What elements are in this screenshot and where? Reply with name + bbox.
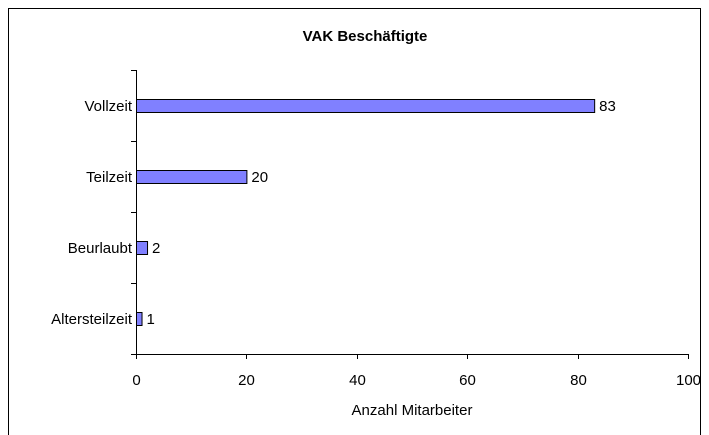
chart-title: VAK Beschäftigte <box>303 28 428 45</box>
x-tick-label: 100 <box>676 372 701 389</box>
y-tick-label: Teilzeit <box>86 169 133 186</box>
data-label: 1 <box>147 311 155 328</box>
bar <box>136 170 248 184</box>
data-label: 83 <box>599 98 616 115</box>
data-label: 20 <box>251 169 268 186</box>
x-axis-label: Anzahl Mitarbeiter <box>352 402 473 419</box>
bar <box>136 99 596 113</box>
x-tick-label: 40 <box>349 372 366 389</box>
bar <box>136 312 143 326</box>
x-tick-label: 80 <box>570 372 587 389</box>
y-tick-label: Vollzeit <box>84 98 132 115</box>
data-label: 2 <box>152 240 160 257</box>
chart-frame <box>8 8 701 435</box>
y-tick-label: Beurlaubt <box>68 240 133 257</box>
x-tick-label: 0 <box>132 372 140 389</box>
x-tick-label: 20 <box>238 372 255 389</box>
x-tick-label: 60 <box>459 372 476 389</box>
bar <box>136 241 149 255</box>
y-tick-label: Altersteilzeit <box>51 311 133 328</box>
